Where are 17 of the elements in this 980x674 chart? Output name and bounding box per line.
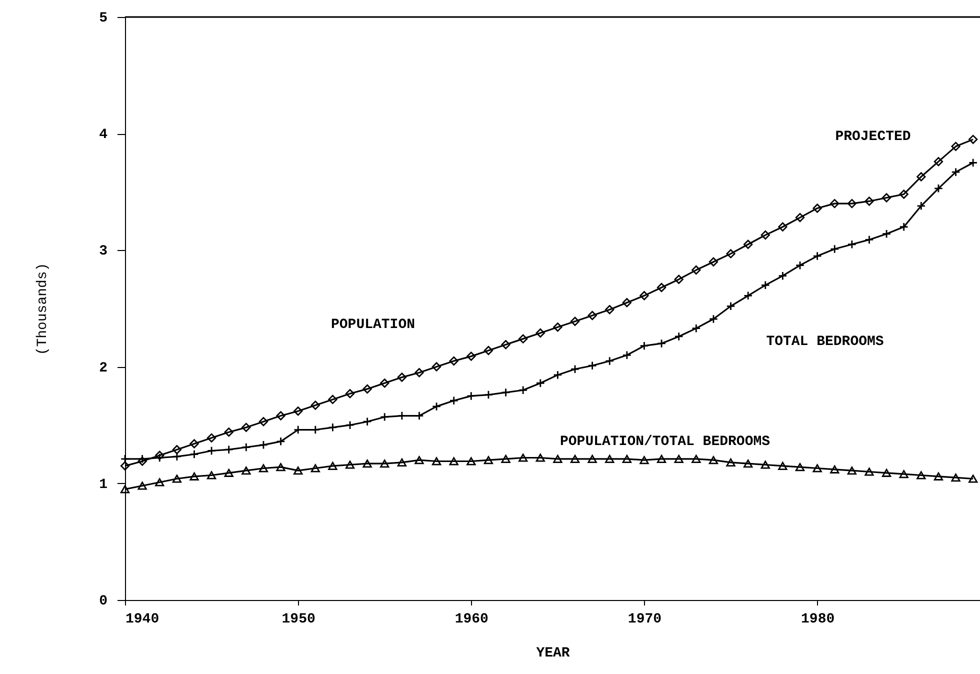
annotation: PROJECTED bbox=[835, 129, 911, 145]
y-tick-label: 4 bbox=[99, 127, 108, 144]
y-tick-label: 0 bbox=[99, 594, 108, 610]
x-tick-label: 1940 bbox=[126, 612, 160, 628]
y-tick-label: 1 bbox=[99, 476, 108, 493]
series-label: POPULATION/TOTAL BEDROOMS bbox=[560, 434, 770, 450]
y-tick-label: 5 bbox=[99, 10, 108, 26]
x-tick-label: 1950 bbox=[282, 612, 316, 628]
x-tick-label: 1970 bbox=[628, 612, 662, 628]
y-tick-label: 3 bbox=[99, 244, 108, 260]
text: TOTAL BEDROOMS bbox=[766, 334, 884, 350]
y-tick-label: 2 bbox=[99, 360, 108, 376]
x-axis-title: YEAR bbox=[536, 646, 570, 662]
x-tick-label: 1960 bbox=[454, 612, 488, 628]
y-axis-title: (Thousands) bbox=[35, 262, 52, 356]
x-tick-label: 1980 bbox=[801, 612, 835, 628]
text: POPULATION bbox=[330, 317, 416, 333]
